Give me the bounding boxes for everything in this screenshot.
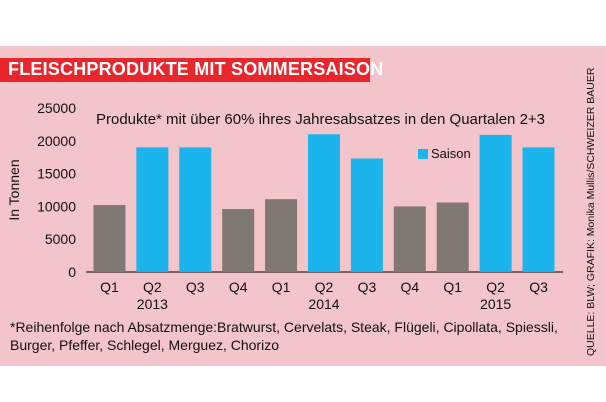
x-tick-label: Q1: [443, 279, 462, 295]
bar: [436, 202, 469, 272]
title-bar: FLEISCHPRODUKTE MIT SOMMERSAISON: [0, 58, 383, 82]
bar: [179, 147, 212, 272]
footnote: *Reihenfolge nach Absatzmenge:Bratwurst,…: [10, 319, 558, 353]
bar: [479, 134, 512, 272]
bar: [393, 206, 426, 272]
bar: [136, 147, 169, 272]
x-tick-label: Q2: [486, 279, 505, 295]
y-tick-label: 0: [68, 264, 76, 280]
x-tick-label: Q3: [529, 279, 548, 295]
x-tick-label: Q2: [143, 279, 162, 295]
bar: [522, 147, 555, 272]
legend-label: Saison: [431, 146, 471, 161]
chart-title: Produkte* mit über 60% ihres Jahresabsat…: [96, 111, 545, 128]
year-label: 2015: [480, 296, 511, 312]
source-credit: QUELLE: BLW; GRAFIK: Monika Mullis/SCHWE…: [585, 67, 597, 356]
x-tick-label: Q2: [315, 279, 334, 295]
year-label: 2014: [308, 296, 339, 312]
x-tick-label: Q1: [272, 279, 291, 295]
x-tick-label: Q3: [358, 279, 377, 295]
legend-swatch: [418, 149, 428, 159]
bar: [222, 209, 255, 272]
y-tick-label: 10000: [37, 198, 76, 214]
y-tick-label: 5000: [45, 231, 76, 247]
year-label: 2013: [137, 296, 168, 312]
x-tick-label: Q4: [400, 279, 419, 295]
x-tick-label: Q4: [229, 279, 248, 295]
chart-heading: FLEISCHPRODUKTE MIT SOMMERSAISON: [8, 59, 384, 79]
y-tick-label: 20000: [37, 133, 76, 149]
bar: [93, 205, 126, 272]
x-tick-label: Q3: [186, 279, 205, 295]
bar: [308, 134, 340, 272]
y-tick-label: 15000: [37, 166, 76, 182]
bar: [350, 158, 383, 272]
y-axis-label: In Tonnen: [6, 159, 22, 220]
y-tick-label: 25000: [37, 100, 76, 116]
bar: [265, 199, 298, 272]
x-tick-label: Q1: [100, 279, 119, 295]
